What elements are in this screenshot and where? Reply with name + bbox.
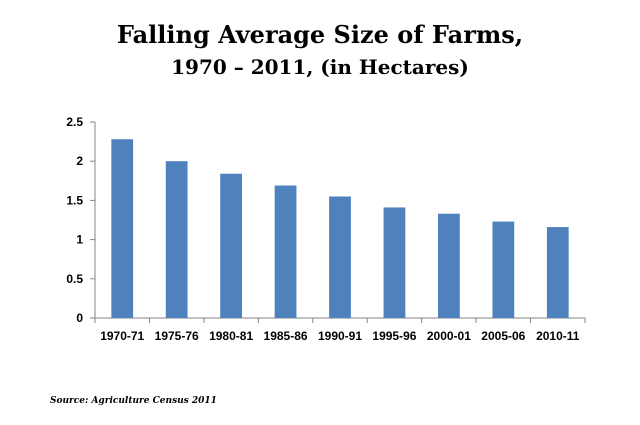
bar [546, 227, 569, 318]
bar [329, 196, 351, 318]
x-tick-label: 1980-81 [209, 329, 253, 343]
x-tick-label: 2005-06 [481, 329, 525, 343]
y-tick-label: 0 [76, 311, 83, 325]
chart-title-line-2: 1970 – 2011, (in Hectares) [171, 55, 469, 79]
bar [438, 213, 460, 318]
x-tick-label: 1970-71 [100, 329, 144, 343]
bar [220, 173, 242, 318]
bar [165, 161, 188, 318]
y-tick-label: 1 [76, 233, 83, 247]
y-tick-label: 2.5 [66, 115, 83, 129]
x-tick-label: 1975-76 [155, 329, 199, 343]
chart-title: Falling Average Size of Farms, 1970 – 20… [0, 18, 640, 82]
x-tick-label: 2000-01 [427, 329, 471, 343]
y-tick-label: 1.5 [66, 193, 83, 207]
x-tick-label: 1985-86 [264, 329, 308, 343]
bar [274, 185, 297, 318]
y-tick-label: 2 [76, 154, 83, 168]
bar [383, 207, 406, 318]
bar [492, 221, 515, 318]
x-tick-label: 1995-96 [372, 329, 416, 343]
y-tick-label: 0.5 [66, 272, 83, 286]
source-note: Source: Agriculture Census 2011 [50, 396, 217, 406]
chart-title-line-1: Falling Average Size of Farms, [116, 20, 524, 49]
x-tick-label: 2010-11 [536, 329, 580, 343]
bar [111, 139, 134, 318]
x-tick-label: 1990-91 [318, 329, 362, 343]
